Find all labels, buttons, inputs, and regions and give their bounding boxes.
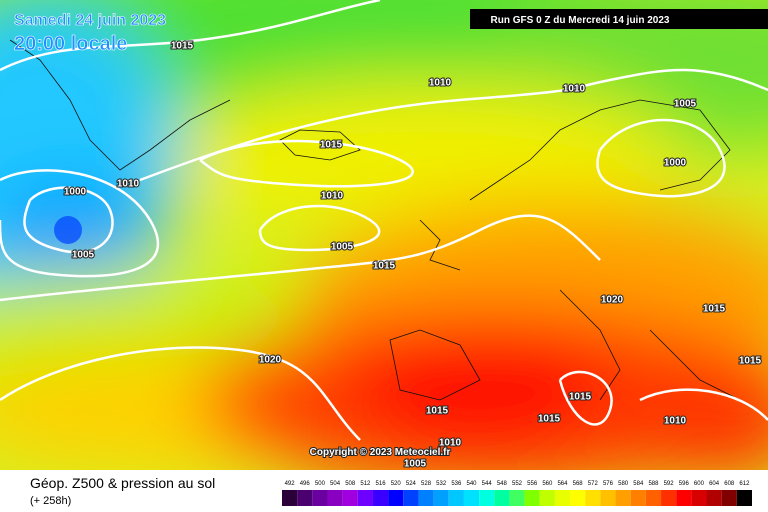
scale-label: 596 <box>679 481 690 487</box>
scale-label: 608 <box>724 481 735 487</box>
scale-label: 524 <box>406 481 417 487</box>
isobar-label: 1010 <box>429 78 452 89</box>
scale-swatch <box>570 490 586 506</box>
scale-swatch <box>494 490 510 506</box>
scale-label: 584 <box>633 481 644 487</box>
scale-swatch <box>448 490 464 506</box>
scale-swatch <box>357 490 373 506</box>
map-time: 20:00 locale <box>14 33 127 55</box>
scale-swatch <box>297 490 313 506</box>
scale-label: 512 <box>360 481 371 487</box>
scale-swatch <box>539 490 555 506</box>
isobar-label: 1015 <box>373 261 396 272</box>
map-field <box>0 0 768 470</box>
lead-time: (+ 258h) <box>30 495 71 507</box>
scale-swatch <box>403 490 419 506</box>
isobar-label: 1010 <box>321 191 344 202</box>
isobar-label: 1015 <box>538 414 561 425</box>
scale-label: 520 <box>391 481 402 487</box>
isobar-label: 1005 <box>331 242 354 253</box>
isobar-label: 1015 <box>320 140 343 151</box>
scale-label: 540 <box>467 481 478 487</box>
scale-swatch <box>433 490 449 506</box>
scale-label: 612 <box>739 481 750 487</box>
scale-label: 508 <box>345 481 356 487</box>
scale-label: 580 <box>618 481 629 487</box>
isobar-label: 1015 <box>426 406 449 417</box>
scale-label: 528 <box>421 481 432 487</box>
scale-swatch <box>630 490 646 506</box>
isobar-label: 1005 <box>674 99 697 110</box>
isobar-label: 1000 <box>64 187 87 198</box>
isobar-label: 1015 <box>171 41 194 52</box>
scale-swatch <box>600 490 616 506</box>
scale-label: 588 <box>648 481 659 487</box>
isobar-label: 1015 <box>703 304 726 315</box>
scale-swatch <box>327 490 343 506</box>
scale-swatch <box>736 490 752 506</box>
scale-swatch <box>721 490 737 506</box>
scale-label: 572 <box>588 481 599 487</box>
scale-label: 556 <box>527 481 538 487</box>
scale-label: 576 <box>603 481 614 487</box>
scale-label: 492 <box>285 481 296 487</box>
run-info: Run GFS 0 Z du Mercredi 14 juin 2023 <box>491 15 670 26</box>
scale-label: 600 <box>694 481 705 487</box>
scale-swatch <box>312 490 328 506</box>
isobar-label: 1015 <box>569 392 592 403</box>
isobar-label: 1010 <box>117 179 140 190</box>
scale-label: 536 <box>451 481 462 487</box>
isobar-label: 1010 <box>664 416 687 427</box>
scale-swatch <box>661 490 677 506</box>
isobar-label: 1005 <box>72 250 95 261</box>
scale-swatch <box>463 490 480 506</box>
isobar-label: 1020 <box>259 355 282 366</box>
scale-label: 592 <box>664 481 675 487</box>
scale-label: 532 <box>436 481 447 487</box>
scale-swatch <box>706 490 722 506</box>
scale-label: 560 <box>542 481 553 487</box>
map-date: Samedi 24 juin 2023 <box>14 12 166 29</box>
scale-label: 504 <box>330 481 341 487</box>
scale-swatch <box>479 490 495 506</box>
scale-swatch <box>585 490 601 506</box>
isobar-label: 1010 <box>439 438 462 449</box>
scale-swatch <box>372 490 389 506</box>
caption: Géop. Z500 & pression au sol <box>30 475 215 491</box>
scale-swatch <box>691 490 707 506</box>
scale-label: 552 <box>512 481 523 487</box>
scale-swatch <box>554 490 571 506</box>
scale-swatch <box>418 490 434 506</box>
scale-label: 496 <box>300 481 311 487</box>
scale-label: 548 <box>497 481 508 487</box>
run-box <box>470 9 768 29</box>
isobar-label: 1020 <box>601 295 624 306</box>
scale-label: 568 <box>573 481 584 487</box>
isobar-label: 1015 <box>739 356 762 367</box>
scale-swatch <box>676 490 692 506</box>
isobar-label: 1000 <box>664 158 687 169</box>
isobar-label: 1010 <box>563 84 586 95</box>
scale-swatch <box>645 490 662 506</box>
scale-swatch <box>615 490 631 506</box>
isobar-labels: 1015 1010 1010 1005 1015 1010 1000 1000 1010 1005… <box>63 40 763 471</box>
scale-label: 500 <box>315 481 326 487</box>
copyright: Copyright © 2023 Meteociel.fr <box>310 447 451 458</box>
scale-label: 564 <box>557 481 568 487</box>
scale-label: 604 <box>709 481 720 487</box>
scale-swatch <box>524 490 540 506</box>
scale-swatch <box>342 490 358 506</box>
scale-swatch <box>509 490 525 506</box>
isobar-label: 1005 <box>404 459 427 470</box>
scale-swatch <box>282 490 298 506</box>
scale-swatch <box>388 490 404 506</box>
scale-label: 516 <box>376 481 387 487</box>
scale-label: 544 <box>482 481 493 487</box>
color-scale: 492 496 500 504 508 512 516 520 524 528 532 536 540 5… <box>282 481 752 506</box>
